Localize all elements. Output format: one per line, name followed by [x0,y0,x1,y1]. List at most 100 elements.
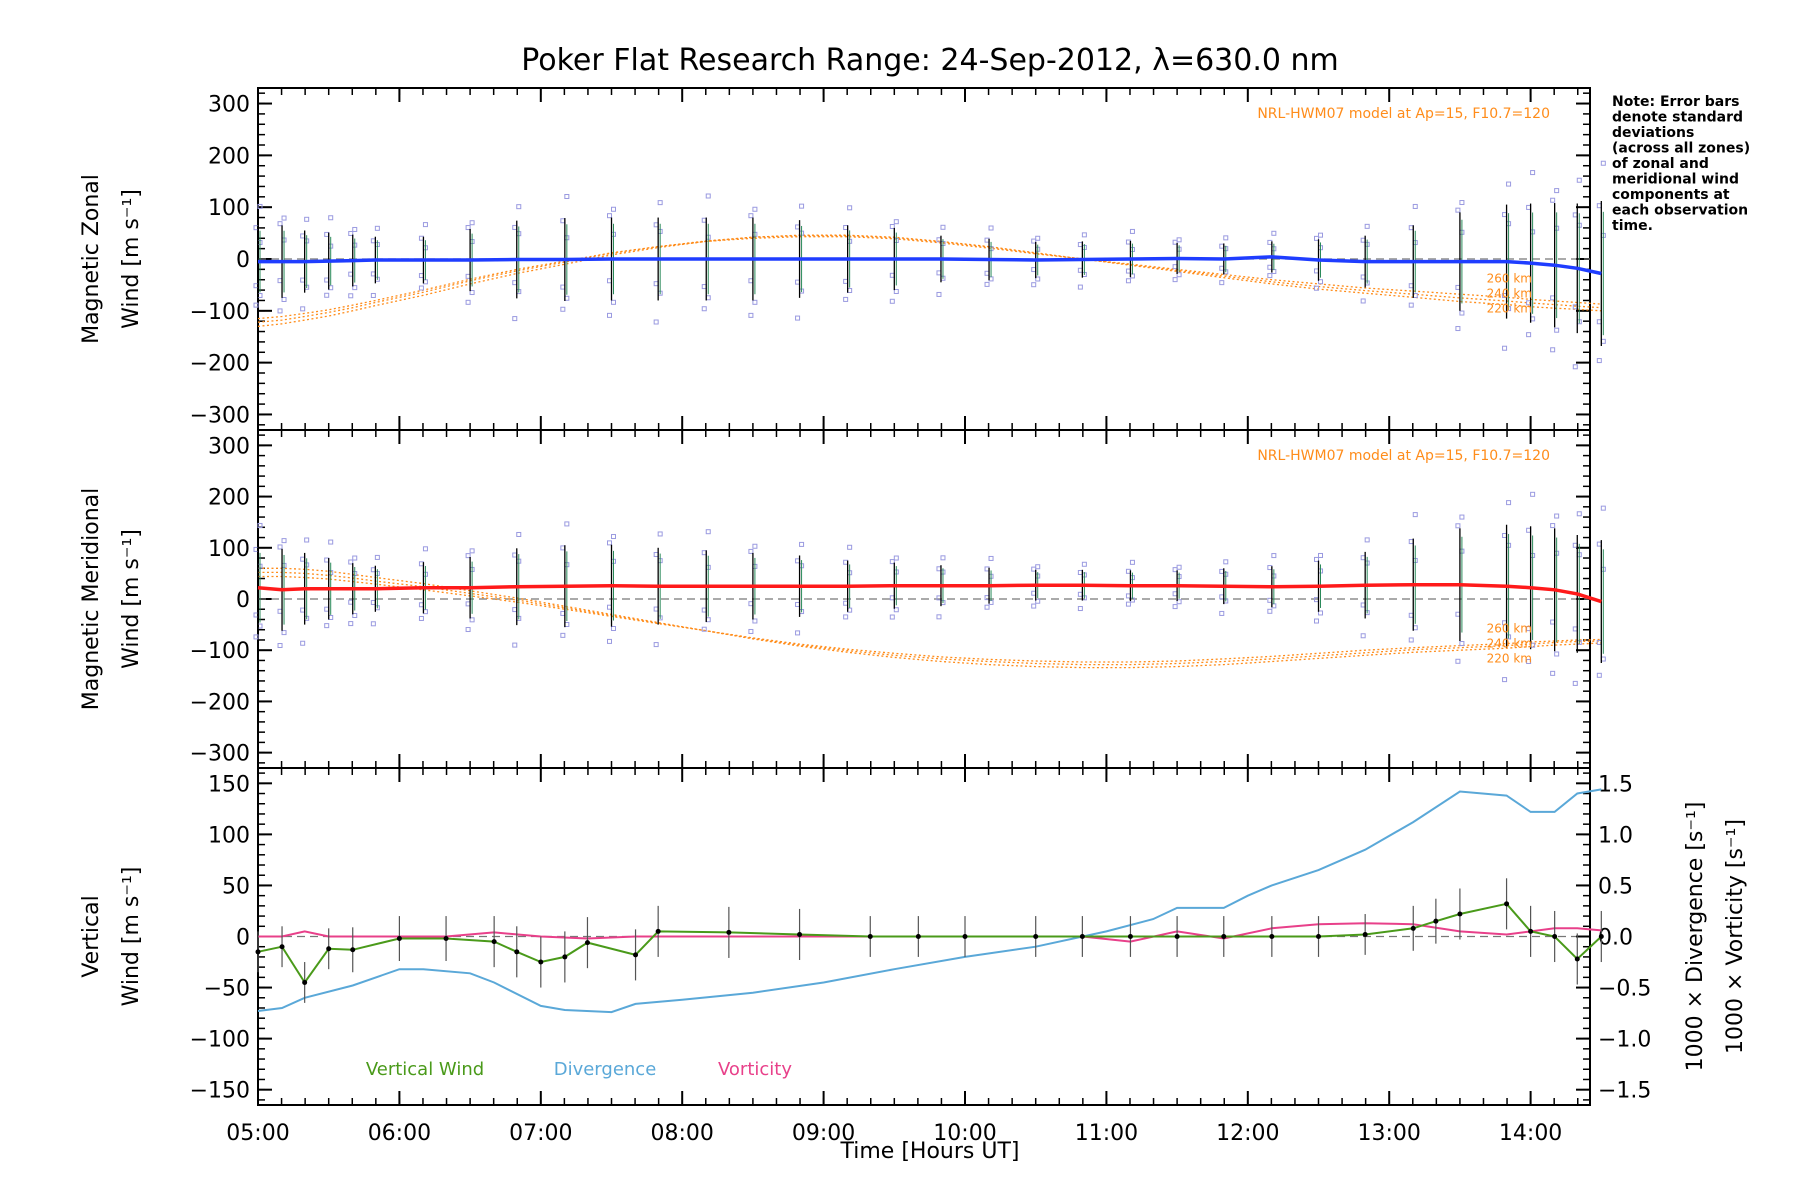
y-axis-label-line1: Vertical [79,895,104,977]
zone-sample-marker [1526,658,1532,664]
y-tick-label: −200 [190,690,250,715]
zone-sample-marker [1596,358,1602,364]
zone-sample-marker [374,554,380,560]
vertical-wind-point [726,929,732,935]
vertical-wind-point [797,931,803,937]
zone-sample-marker [465,299,471,305]
vertical-wind-point [1316,934,1322,939]
zone-sample-marker [328,539,334,545]
zone-sample-marker [653,642,659,648]
zone-sample-marker [348,559,354,565]
zone-sample-marker [1554,513,1560,519]
zone-sample-marker [1360,633,1366,639]
y-tick-label: 300 [208,434,250,459]
zone-sample-marker [889,224,895,230]
vertical-wind-point [1504,901,1510,907]
zone-sample-marker [752,206,758,212]
zone-sample-marker [611,299,617,305]
zone-sample-marker [253,634,259,640]
zone-sample-marker [1318,610,1324,616]
chart-title: Poker Flat Research Range: 24-Sep-2012, … [521,43,1339,78]
y-tick-label: −50 [204,977,250,1002]
zone-sample-marker [1459,200,1465,206]
zone-sample-marker [1572,680,1578,686]
zone-sample-marker [1318,552,1324,558]
vertical-wind-point [1528,928,1534,934]
x-tick-label: 09:00 [792,1121,855,1146]
zone-sample-marker [705,529,711,535]
zone-sample-marker [277,308,283,314]
model-altitude-label: 240 km [1487,286,1532,300]
vertical-wind-point [1574,956,1580,962]
model-altitude-label: 240 km [1487,636,1532,650]
zone-sample-marker [843,296,849,302]
y-right-tick-label: −1.0 [1598,1028,1651,1053]
zone-sample-marker [1554,188,1560,194]
vertical-wind-point [633,952,639,958]
zone-sample-marker [748,628,754,634]
x-tick-label: 13:00 [1358,1121,1421,1146]
zone-sample-marker [893,607,899,613]
zone-sample-marker [1077,606,1083,612]
zone-sample-marker [564,521,570,527]
zone-sample-marker [281,630,287,636]
model-curve-220km [257,236,1602,320]
zone-sample-marker [560,632,566,638]
y-right-label-vorticity: 1000 × Vorticity [s⁻¹] [1723,819,1748,1054]
zone-sample-marker [1459,514,1465,520]
zone-sample-marker [1219,610,1225,616]
zone-sample-marker [324,292,330,298]
model-altitude-label: 220 km [1487,651,1532,665]
zone-sample-marker [352,226,358,232]
zone-sample-marker [936,614,942,620]
x-tick-label: 10:00 [933,1121,996,1146]
zone-sample-marker [984,604,990,610]
zone-sample-marker [1408,637,1414,643]
zone-sample-marker [1576,511,1582,517]
model-curve-260km [258,567,1602,669]
vertical-wind-point [1174,934,1180,939]
note-line: Note: Error bars [1612,94,1739,110]
y-tick-label: −300 [190,403,250,428]
zone-sample-marker [1502,345,1508,351]
model-altitude-label: 260 km [1487,621,1532,635]
zone-sample-marker [422,222,428,228]
vertical-wind-point [1033,934,1039,939]
zone-sample-marker [1530,170,1536,176]
vertical-wind-point [655,928,661,934]
legend-entry: Vorticity [718,1059,792,1080]
divergence-line [257,788,1602,1014]
vertical-wind-point [1457,911,1463,917]
zone-sample-marker [1172,604,1178,610]
y-tick-label: −150 [190,1079,250,1104]
zone-sample-marker [281,215,287,221]
zone-sample-marker [795,315,801,321]
zone-sample-marker [1267,273,1273,279]
zone-sample-marker [1176,237,1182,243]
zone-sample-marker [1572,364,1578,370]
y-axis-label-line1: Magnetic Meridional [79,488,104,710]
panel-zonal: −300 −200 −100 0 100 200 300 Magnetic Zonal Wind… [79,87,1606,431]
zone-sample-marker [847,205,853,211]
vertical-wind-point [302,979,308,985]
vertical-wind-point [279,944,285,950]
zone-sample-marker [1314,235,1320,241]
zone-sample-marker [1412,203,1418,209]
zone-sample-marker [611,625,617,631]
zone-sample-marker [657,200,663,206]
zone-sample-marker [348,293,354,299]
zone-sample-marker [253,302,259,308]
vertical-wind-point [867,934,873,939]
vertical-wind-point [1362,931,1368,937]
zone-sample-marker [1550,670,1556,676]
zone-sample-marker [1459,310,1465,316]
zone-sample-marker [1081,561,1087,567]
vertical-wind-point [1269,934,1275,939]
zone-sample-marker [512,642,518,648]
zone-sample-marker [1318,232,1324,238]
zone-sample-marker [465,553,471,559]
y-right-tick-label: 0.5 [1598,874,1633,899]
x-tick-label: 12:00 [1216,1121,1279,1146]
zone-sample-marker [1125,278,1131,284]
